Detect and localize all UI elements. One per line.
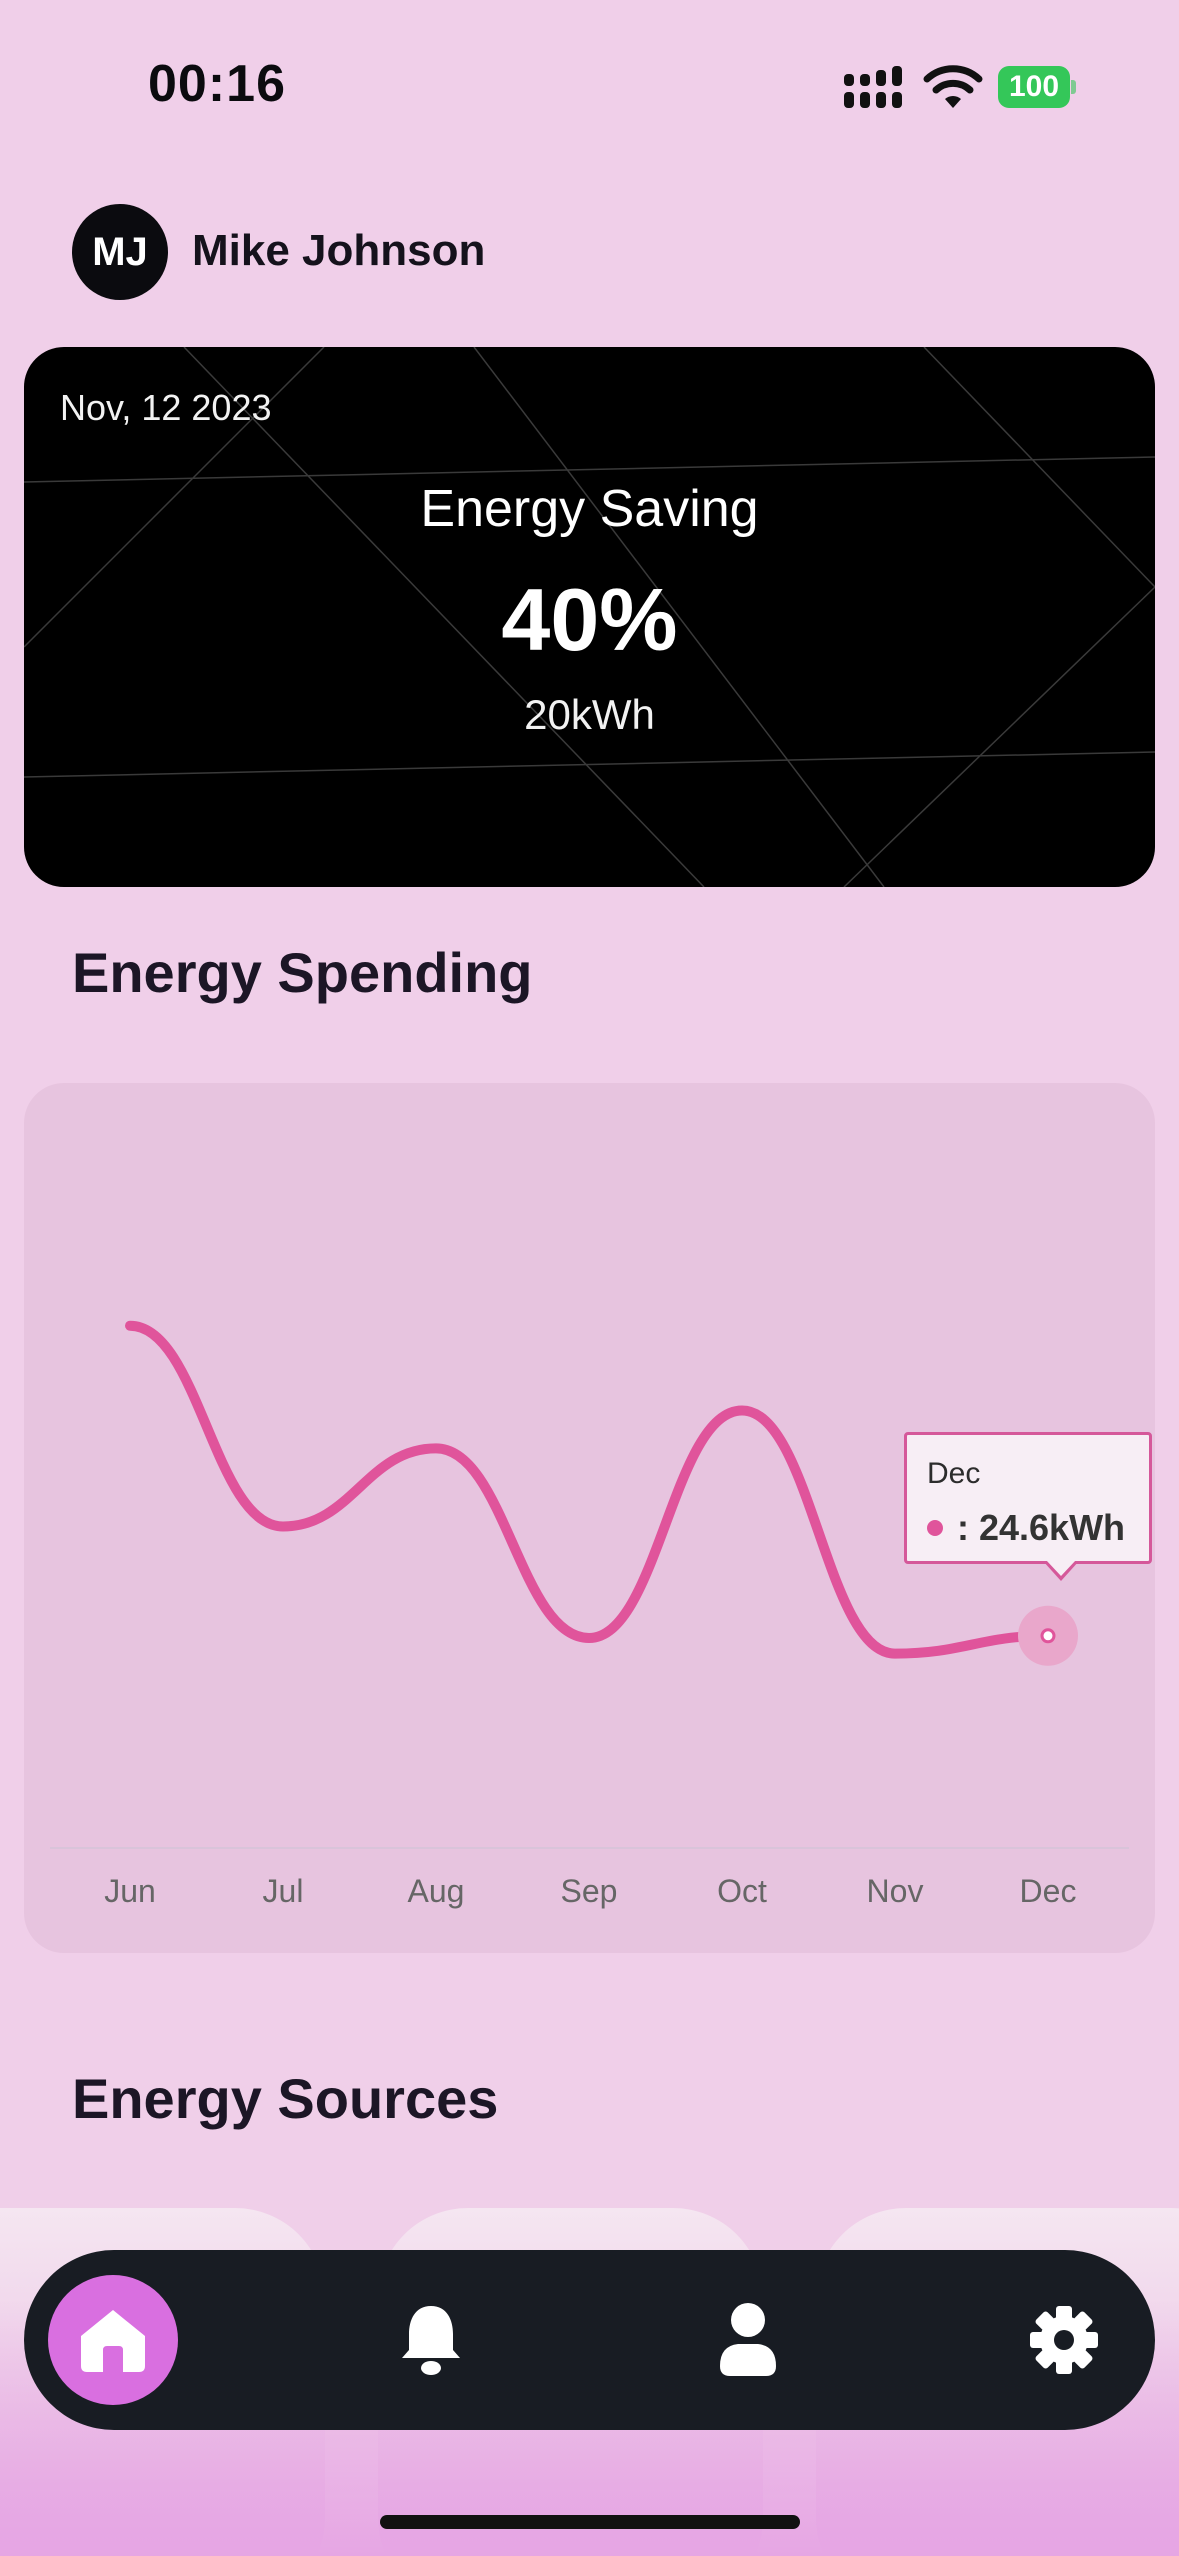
x-tick-label: Nov <box>867 1873 924 1909</box>
status-time: 00:16 <box>148 55 286 113</box>
series-line <box>125 1320 1053 1659</box>
x-tick-label: Sep <box>561 1873 618 1909</box>
battery-level: 100 <box>998 66 1070 108</box>
energy-spending-title: Energy Spending <box>72 941 533 1004</box>
saving-date: Nov, 12 2023 <box>60 387 272 428</box>
home-indicator <box>380 2515 800 2529</box>
x-tick-label: Aug <box>408 1873 465 1909</box>
energy-sources-title: Energy Sources <box>72 2067 499 2130</box>
tab-home[interactable] <box>48 2275 178 2405</box>
gear-icon <box>1030 2306 1098 2374</box>
tab-notifications[interactable] <box>391 2300 471 2380</box>
home-icon <box>81 2310 145 2372</box>
tab-profile[interactable] <box>708 2300 788 2380</box>
card-decoration-lines <box>24 347 1155 887</box>
energy-spending-chart[interactable]: Jun Jul Aug Sep Oct Nov Dec Dec : 24.6kWh <box>24 1083 1155 1953</box>
signal-icon <box>844 66 902 108</box>
saving-title: Energy Saving <box>420 480 759 538</box>
user-icon <box>720 2303 776 2376</box>
energy-saving-card[interactable]: Nov, 12 2023 Energy Saving 40% 20kWh <box>24 347 1155 887</box>
battery-indicator: 100 <box>998 66 1076 108</box>
tab-bar <box>24 2250 1155 2430</box>
tooltip-series-dot <box>927 1520 943 1536</box>
x-tick-label: Jul <box>263 1873 304 1909</box>
saving-percent: 40% <box>501 570 678 669</box>
avatar[interactable]: MJ <box>72 204 168 300</box>
tooltip-value-row: : 24.6kWh <box>927 1507 1129 1549</box>
chart-canvas[interactable]: Jun Jul Aug Sep Oct Nov Dec <box>24 1083 1155 1953</box>
tooltip-pointer-fill <box>1046 1560 1076 1576</box>
x-tick-label: Dec <box>1020 1873 1077 1909</box>
tooltip-value: : 24.6kWh <box>957 1507 1126 1548</box>
highlight-point[interactable] <box>1040 1628 1056 1644</box>
bell-icon <box>402 2306 460 2375</box>
wifi-icon <box>923 65 983 108</box>
battery-cap <box>1071 80 1076 94</box>
x-tick-label: Jun <box>104 1873 156 1909</box>
x-tick-label: Oct <box>717 1873 767 1909</box>
tab-settings[interactable] <box>1024 2300 1104 2380</box>
tooltip-label: Dec <box>927 1457 981 1490</box>
chart-tooltip: Dec : 24.6kWh <box>904 1432 1152 1581</box>
saving-amount: 20kWh <box>524 691 655 738</box>
status-bar: 00:16 100 <box>0 0 1179 175</box>
user-name: Mike Johnson <box>192 226 486 275</box>
